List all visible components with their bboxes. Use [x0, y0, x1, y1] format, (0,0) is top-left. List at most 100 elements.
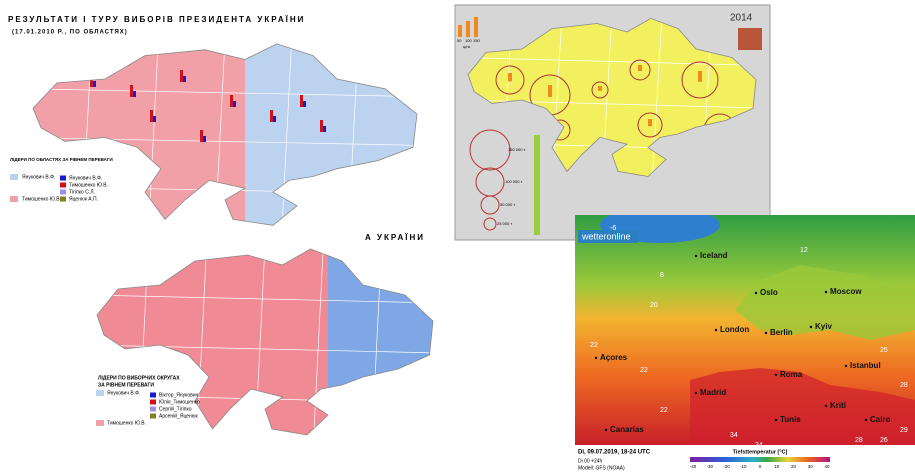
bar-icon — [183, 76, 186, 82]
city-dot — [824, 290, 828, 294]
city-dot — [604, 428, 608, 432]
city-dot — [844, 364, 848, 368]
legend-label: Яценюк А.П. — [69, 196, 98, 202]
legend-label: Віктор_Янукович — [159, 392, 199, 398]
scale-tick-label: -10 — [740, 464, 747, 469]
circle-legend-label: 100 000 т — [505, 179, 523, 184]
city-label: Açores — [600, 353, 628, 362]
temperature-label: 34 — [755, 442, 763, 449]
border — [281, 43, 293, 226]
harvest-bar — [698, 71, 702, 82]
outline — [96, 248, 434, 436]
bar-icon — [270, 110, 273, 122]
legend-label: Тимошенко Ю.В. — [107, 420, 146, 426]
title: РЕЗУЛЬТАТИ І ТУРУ ВИБОРІВ ПРЕЗИДЕНТА УКР… — [8, 15, 305, 24]
produce-photo — [738, 28, 762, 50]
bar-icon — [203, 136, 206, 142]
ukraine-map — [32, 43, 418, 226]
harvest-circle — [629, 59, 651, 81]
city-label: Cairo — [870, 415, 891, 424]
bar-icon — [90, 75, 93, 87]
temperature-label: 29 — [900, 427, 908, 434]
temperature-label: 20 — [650, 302, 658, 309]
bar-icon — [153, 116, 156, 122]
legend-circle — [483, 217, 497, 231]
year: 2014 — [730, 13, 753, 24]
legend-swatch — [60, 189, 66, 195]
scale-tick-label: -40 — [690, 464, 697, 469]
city-label: Iceland — [700, 251, 728, 260]
temperature-label: 22 — [640, 367, 648, 374]
city-label: London — [720, 325, 749, 334]
scale-tick-label: 40 — [824, 464, 830, 469]
city-dot — [809, 325, 813, 329]
land-area — [735, 265, 915, 340]
scale-tick-label: -20 — [723, 464, 730, 469]
scale-tick-label: -30 — [706, 464, 713, 469]
city-label: Kriti — [830, 401, 846, 410]
legend-title: ЛІДЕРИ ПО ВИБОРЧИХ ОКРУГАХ — [98, 375, 180, 381]
bar-icon — [230, 95, 233, 107]
bar-icon — [320, 120, 323, 132]
city-dot — [694, 391, 698, 395]
border — [97, 394, 433, 404]
region-west — [97, 249, 328, 435]
region-east — [328, 249, 433, 435]
color-scale — [690, 457, 830, 462]
city-label: Tunis — [780, 415, 801, 424]
run: Di 00 +24h — [578, 458, 603, 464]
bar-icon — [93, 81, 96, 87]
legend-circle — [480, 195, 500, 215]
city-dot — [774, 373, 778, 377]
caption-fragment: А УКРАЇНИ — [365, 233, 425, 242]
bar-icon — [300, 95, 303, 107]
harvest-circle — [637, 112, 663, 138]
outline — [467, 17, 757, 177]
city-dot — [594, 356, 598, 360]
city-label: Kyiv — [815, 322, 832, 331]
border — [468, 57, 756, 66]
city-dot — [764, 331, 768, 335]
temperature-label: 12 — [800, 247, 808, 254]
city-dot — [824, 404, 828, 408]
legend-swatch — [150, 392, 156, 398]
temperature-label: 22 — [590, 342, 598, 349]
legend-title: ЛІДЕРИ ПО ОБЛАСТЯХ ЗА РІВНЕМ ПЕРЕВАГИ — [10, 157, 113, 162]
outline — [32, 43, 418, 226]
harvest-bar — [548, 85, 552, 97]
city-label: Oslo — [760, 288, 778, 297]
scale-tick-label: 0 — [759, 464, 762, 469]
harvest-bar — [638, 65, 642, 71]
city-dot — [714, 328, 718, 332]
circle-legend-label: 50 000 т — [500, 202, 515, 207]
city-label: Canarias — [610, 425, 644, 434]
circle-legend-label: 25 000 т — [497, 221, 512, 226]
scale-tick-label: 20 — [791, 464, 797, 469]
regions — [97, 249, 433, 435]
legend-swatch — [10, 196, 18, 202]
border — [312, 249, 324, 435]
harvest-bar — [508, 73, 512, 82]
city-dot — [694, 254, 698, 258]
harvest-circle — [591, 81, 609, 99]
legend-swatch — [150, 413, 156, 419]
border — [33, 88, 417, 98]
scale-tick-label: 10 — [774, 464, 780, 469]
border — [651, 18, 663, 177]
legend-swatch — [96, 390, 104, 396]
temperature-label: 8 — [660, 272, 664, 279]
legend-swatch — [60, 175, 66, 181]
bar-icon — [200, 130, 203, 142]
regions — [33, 43, 417, 226]
city-dot — [864, 418, 868, 422]
harvest-circle — [495, 65, 525, 95]
temperature-label: 22 — [660, 407, 668, 414]
city-label: Roma — [780, 370, 803, 379]
city-label: Istanbul — [850, 361, 881, 370]
city-label: Moscow — [830, 287, 862, 296]
subtitle: (17.01.2010 Р., ПО ОБЛАСТЯХ) — [12, 30, 128, 36]
temperature-label: 28 — [855, 437, 863, 444]
ukraine-map — [96, 248, 434, 436]
legend-label: Сергій_Тігіпко — [159, 405, 192, 412]
legend-label: Янукович В.Ф. — [22, 174, 55, 180]
